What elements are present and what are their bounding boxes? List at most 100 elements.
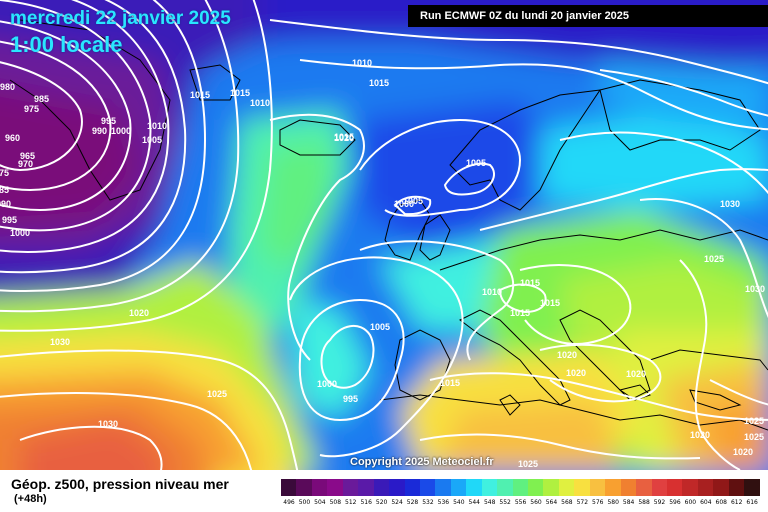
scale-swatch: 572 <box>574 479 590 506</box>
isobar-label: 1010 <box>147 121 167 131</box>
isobar-label: 1015 <box>540 298 560 308</box>
isobar-label: 1025 <box>207 389 227 399</box>
forecast-date: mercredi 22 janvier 2025 <box>10 8 231 29</box>
scale-swatch: 608 <box>713 479 729 506</box>
isobar-label: 1010 <box>250 98 270 108</box>
scale-label: 564 <box>545 499 558 506</box>
isobar-label: 990 <box>92 126 107 136</box>
isobar-label: 1030 <box>98 419 118 429</box>
scale-label: 592 <box>653 499 666 506</box>
isobar-label: 995 <box>101 116 116 126</box>
scale-label: 516 <box>360 499 372 506</box>
isobars <box>0 0 768 470</box>
scale-label: 560 <box>530 499 542 506</box>
scale-swatch: 544 <box>466 479 482 506</box>
isobar-label: 1020 <box>334 133 354 143</box>
scale-label: 612 <box>730 499 743 506</box>
isobar-label: 1000 <box>394 199 414 209</box>
isobar-label: 1000 <box>10 228 30 238</box>
scale-label: 616 <box>746 499 758 506</box>
scale-swatch: 540 <box>450 479 467 506</box>
isobar-label: 995 <box>2 215 17 225</box>
scale-label: 552 <box>499 499 511 506</box>
scale-label: 508 <box>329 499 342 506</box>
isobar-label: 1015 <box>510 308 530 318</box>
scale-swatch: 520 <box>373 479 390 506</box>
scale-swatch: 612 <box>728 479 745 506</box>
scale-swatch: 524 <box>389 479 405 506</box>
scale-swatch: 496 <box>281 479 297 506</box>
scale-label: 528 <box>406 499 419 506</box>
scale-label: 576 <box>592 499 604 506</box>
isobar-label: 1005 <box>370 322 390 332</box>
scale-label: 556 <box>514 499 527 506</box>
map-canvas: 980 985 975 960 965 970 985 975 990 995 … <box>0 0 768 470</box>
scale-swatch: 516 <box>358 479 374 506</box>
isobar-label: 975 <box>0 168 9 178</box>
product-title: Géop. z500, pression niveau mer <box>11 476 229 492</box>
isobar-label: 1025 <box>744 432 764 442</box>
isobar-label: 970 <box>18 159 33 169</box>
scale-swatch: 552 <box>497 479 513 506</box>
isobar-label: 1005 <box>466 158 486 168</box>
forecast-time: 1:00 locale <box>10 32 123 57</box>
isobar-label: 1020 <box>626 369 646 379</box>
scale-swatch: 600 <box>682 479 698 506</box>
isobar-label: 990 <box>0 199 11 209</box>
isobar-label: 1015 <box>230 88 250 98</box>
color-scale: 496 500 504 508 512 516 520 524 528 532 536 540 544 5… <box>281 479 760 506</box>
isobar-label: 985 <box>34 94 49 104</box>
legend-bar: Géop. z500, pression niveau mer (+48h) 4… <box>0 470 768 512</box>
isobar-label: 985 <box>0 185 9 195</box>
isobar-label: 1010 <box>482 287 502 297</box>
scale-label: 500 <box>298 499 311 506</box>
scale-label: 568 <box>561 499 573 506</box>
lead-time: (+48h) <box>14 493 47 505</box>
scale-label: 524 <box>391 499 403 506</box>
scale-swatch: 548 <box>481 479 498 506</box>
scale-label: 536 <box>437 499 450 506</box>
isobar-label: 1025 <box>518 459 538 469</box>
scale-label: 548 <box>483 499 496 506</box>
scale-swatch: 616 <box>744 479 760 506</box>
scale-swatch: 576 <box>589 479 606 506</box>
scale-swatch: 500 <box>296 479 312 506</box>
scale-label: 512 <box>345 499 357 506</box>
geopotential-field <box>0 0 768 470</box>
scale-swatch: 604 <box>697 479 714 506</box>
isobar-label: 1020 <box>690 430 710 440</box>
scale-label: 540 <box>453 499 465 506</box>
scale-label: 584 <box>622 499 635 506</box>
scale-swatch: 504 <box>311 479 328 506</box>
isobar-label: 1030 <box>720 199 740 209</box>
isobar-label: 1010 <box>352 58 372 68</box>
isobar-label: 1020 <box>129 308 149 318</box>
isobar-label: 1020 <box>733 447 753 457</box>
isobar-label: 1015 <box>520 278 540 288</box>
scale-label: 504 <box>314 499 326 506</box>
scale-swatch: 592 <box>651 479 667 506</box>
scale-swatch: 596 <box>666 479 683 506</box>
isobar-label: 1015 <box>440 378 460 388</box>
coastlines <box>9 19 768 431</box>
scale-label: 608 <box>715 499 727 506</box>
isobar-label: 960 <box>5 133 20 143</box>
scale-label: 588 <box>638 499 650 506</box>
scale-swatch: 568 <box>558 479 575 506</box>
isobar-label: 1015 <box>334 132 354 142</box>
isobar-label: 1005 <box>403 196 423 206</box>
isobar-label: 965 <box>20 151 35 161</box>
isobar-label: 1030 <box>745 284 765 294</box>
isobar-label: 995 <box>343 394 358 404</box>
isobar-label: 1015 <box>190 90 210 100</box>
isobar-label: 975 <box>24 104 39 114</box>
isobar-label: 1005 <box>142 135 162 145</box>
isobar-label: 1000 <box>317 379 337 389</box>
isobar-labels: 980 985 975 960 965 970 985 975 990 995 … <box>0 58 765 469</box>
isobar-label: 1025 <box>704 254 724 264</box>
isobar-label: 1000 <box>111 126 131 136</box>
scale-swatch: 560 <box>528 479 544 506</box>
weather-map: 980 985 975 960 965 970 985 975 990 995 … <box>0 0 768 470</box>
scale-swatch: 588 <box>636 479 652 506</box>
